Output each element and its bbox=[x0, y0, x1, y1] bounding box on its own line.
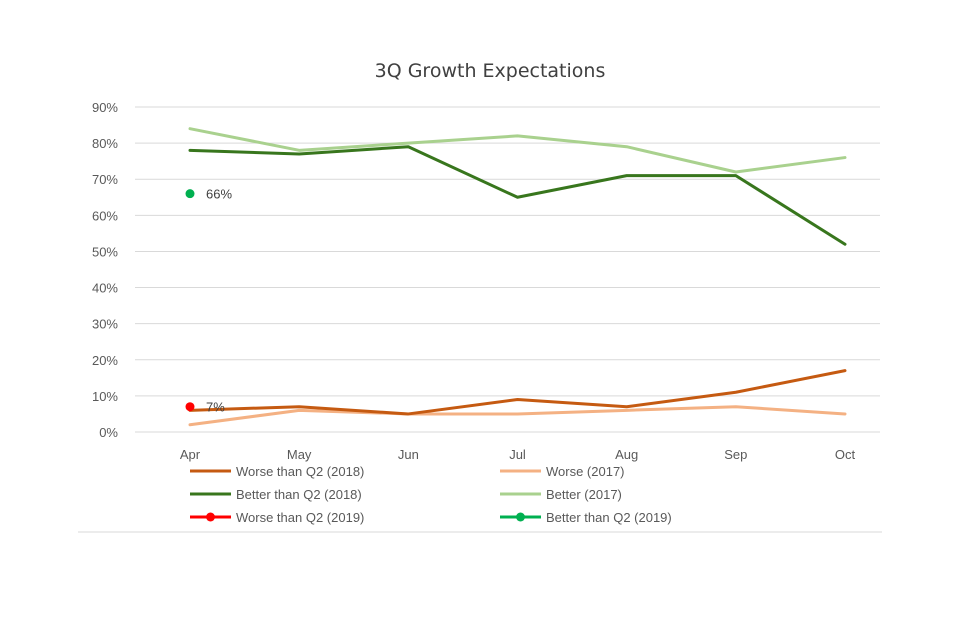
legend-marker bbox=[206, 512, 215, 522]
y-tick-label: 70% bbox=[92, 172, 118, 187]
y-tick-label: 80% bbox=[92, 136, 118, 151]
x-tick-label: Apr bbox=[180, 447, 201, 462]
chart-title: 3Q Growth Expectations bbox=[375, 60, 606, 82]
y-axis-ticks: 0% 10% 20% 30% 40% 50% 60% 70% 80% 90% bbox=[92, 100, 118, 440]
y-tick-label: 90% bbox=[92, 100, 118, 115]
legend-label: Better than Q2 (2018) bbox=[236, 487, 362, 502]
x-tick-label: Jul bbox=[509, 447, 526, 462]
x-axis-ticks: Apr May Jun Jul Aug Sep Oct bbox=[180, 447, 856, 462]
legend-label: Better (2017) bbox=[546, 487, 622, 502]
gridlines bbox=[135, 106, 880, 433]
legend-label: Worse (2017) bbox=[546, 464, 625, 479]
data-label: 66% bbox=[206, 187, 232, 202]
series-line bbox=[188, 369, 847, 416]
x-tick-label: Aug bbox=[615, 447, 638, 462]
x-tick-label: Jun bbox=[398, 447, 419, 462]
data-point bbox=[185, 402, 195, 412]
x-tick-label: May bbox=[287, 447, 312, 462]
y-tick-label: 40% bbox=[92, 281, 118, 296]
y-tick-label: 60% bbox=[92, 208, 118, 223]
series-line bbox=[188, 145, 847, 246]
legend-label: Worse than Q2 (2018) bbox=[236, 464, 364, 479]
legend: Worse than Q2 (2018) Worse (2017) Better t… bbox=[190, 464, 672, 525]
legend-marker bbox=[516, 512, 525, 522]
y-tick-label: 30% bbox=[92, 317, 118, 332]
y-tick-label: 20% bbox=[92, 353, 118, 368]
series-line bbox=[188, 127, 847, 174]
y-tick-label: 50% bbox=[92, 244, 118, 259]
legend-label: Worse than Q2 (2019) bbox=[236, 510, 364, 525]
x-tick-label: Sep bbox=[724, 447, 747, 462]
data-label: 7% bbox=[206, 400, 225, 415]
data-point bbox=[185, 189, 195, 199]
series-lines bbox=[188, 127, 847, 427]
series-line bbox=[188, 405, 847, 427]
x-tick-label: Oct bbox=[835, 447, 856, 462]
series-points: 7% 66% bbox=[185, 187, 232, 415]
y-tick-label: 10% bbox=[92, 389, 118, 404]
y-tick-label: 0% bbox=[99, 425, 118, 440]
legend-label: Better than Q2 (2019) bbox=[546, 510, 672, 525]
